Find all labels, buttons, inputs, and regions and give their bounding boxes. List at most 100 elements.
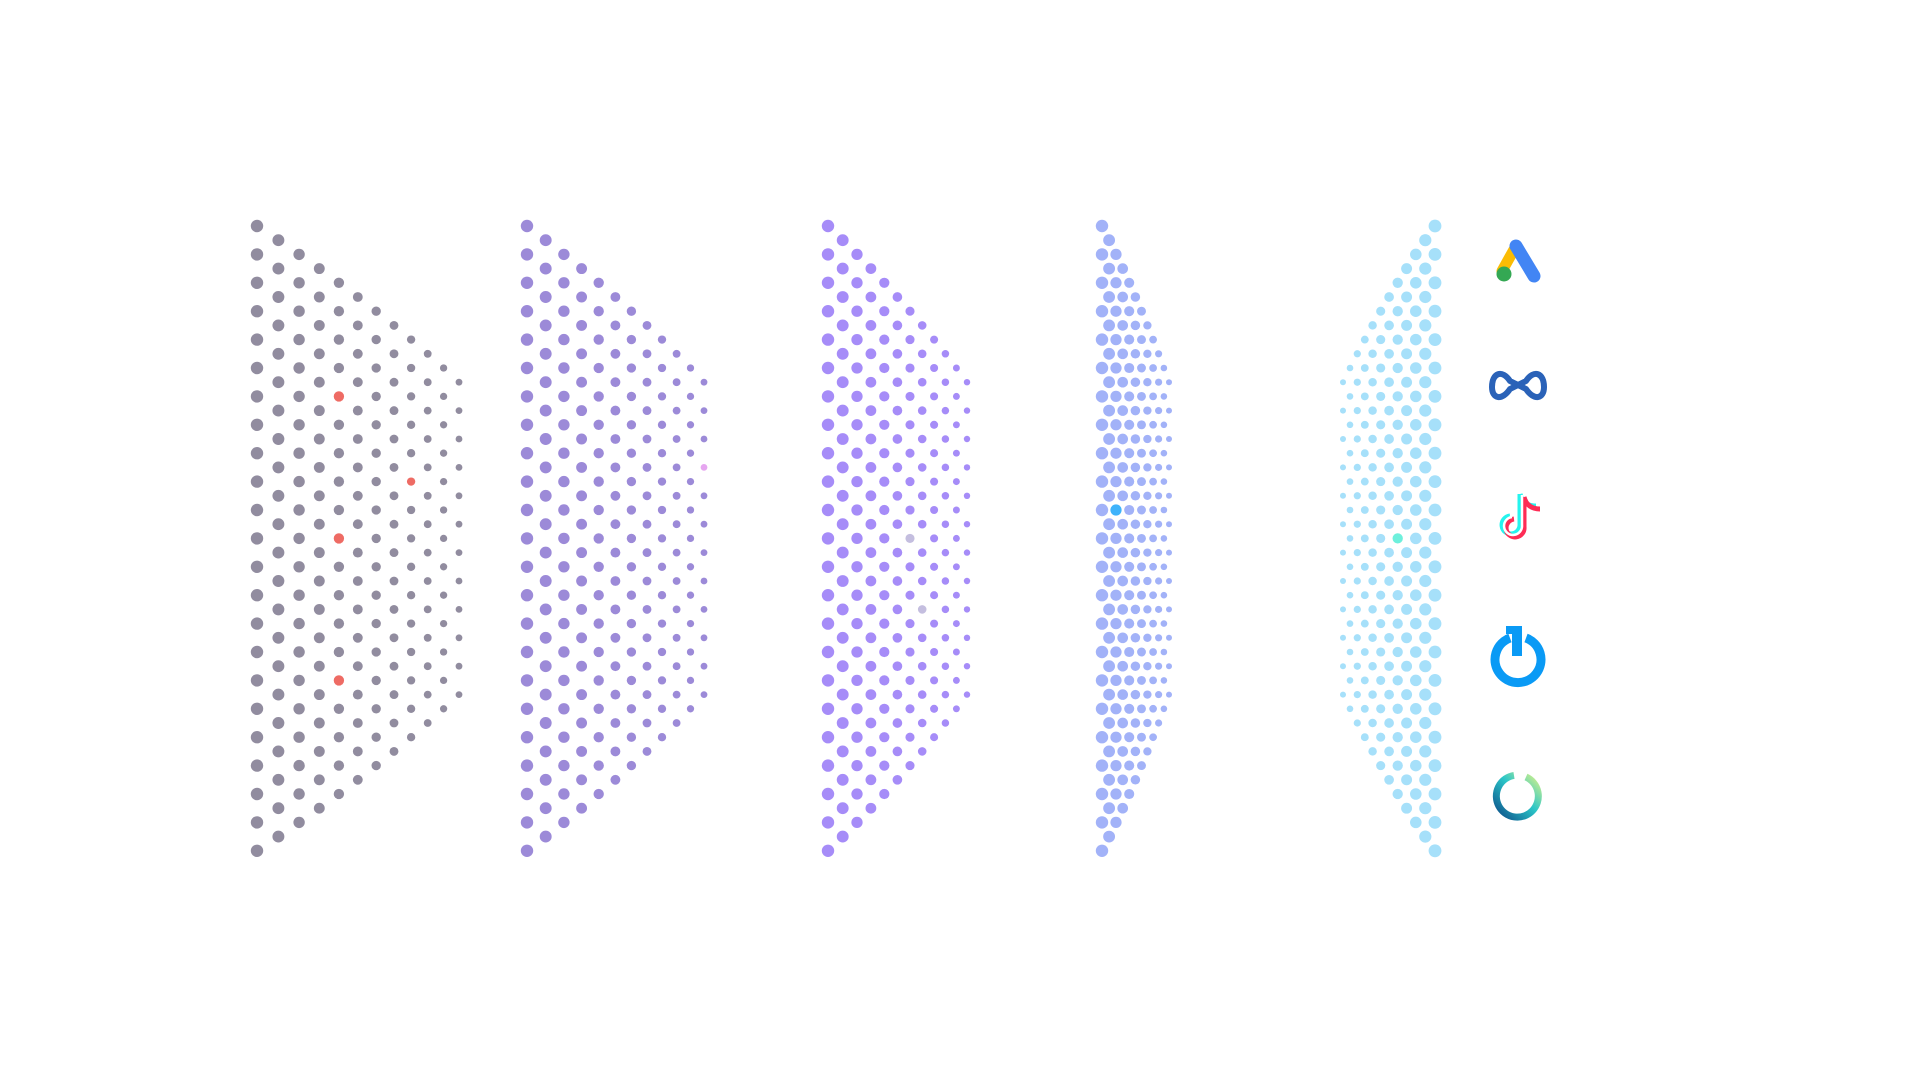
dot [610,689,621,700]
dot [879,732,890,743]
dot [593,788,604,800]
dot [1360,364,1369,372]
dot [865,632,877,644]
dot [1166,663,1172,670]
dot [371,476,381,487]
dot [439,619,448,628]
dot [1419,347,1432,360]
dot [1149,420,1157,429]
dot [1410,305,1422,317]
dot [558,759,570,772]
dot [1401,263,1413,275]
dot [1137,477,1146,487]
dot [520,731,534,744]
dot [1368,747,1377,756]
dot [1124,476,1135,487]
dot [930,335,939,344]
dot [1095,589,1109,602]
dot [941,378,950,386]
dot [1117,660,1129,672]
google-ads-icon [1496,239,1541,283]
dot [1124,646,1135,658]
dot [1130,661,1141,671]
dot [272,262,285,275]
dot [917,548,927,557]
dot [1353,406,1361,415]
dot [626,306,637,316]
meta-icon [1489,370,1547,400]
dot [1392,476,1403,487]
dot [963,549,971,556]
dot [593,391,604,402]
dot [1392,391,1403,402]
dot [250,589,264,602]
dot [879,448,890,459]
dot [610,348,621,359]
dot [272,688,285,701]
dot [352,604,363,615]
dot [333,476,345,487]
dot [1428,844,1442,858]
dot [313,291,325,303]
dot [610,774,621,785]
dot [700,407,708,414]
dot [1130,576,1141,586]
dot [593,334,604,345]
dot [352,746,363,757]
dot [930,392,939,401]
dot [1124,788,1135,800]
dot [455,606,463,613]
dot [1155,549,1163,557]
dot [672,577,681,585]
dot [642,406,652,416]
dot [576,433,588,445]
dot [558,277,570,289]
dot [1368,633,1377,643]
dot [1392,618,1403,629]
dot [642,320,652,330]
dot [1360,619,1369,628]
dot [1376,562,1386,572]
dot [1155,634,1163,642]
dot [1124,732,1135,743]
dot [700,492,708,500]
dot [941,690,950,699]
dot [930,619,939,628]
dot [610,405,621,416]
dot [657,647,667,657]
dot [865,746,877,757]
dot [1401,405,1413,417]
dot [389,349,399,359]
dot [1143,321,1152,330]
dot [439,591,448,599]
dot [333,646,345,658]
dot [293,759,305,772]
dot [865,320,877,331]
dot [1368,605,1377,614]
dot [593,476,604,487]
dot [836,347,849,360]
dot [250,447,264,460]
dot [352,632,363,643]
dot [865,802,877,814]
dot [1124,419,1135,430]
dot [905,619,915,629]
dot [905,647,915,657]
dot [272,802,285,815]
dot [1428,816,1442,829]
dot [941,350,950,358]
dot [941,463,950,472]
dot [576,405,588,417]
dot [1103,575,1116,587]
dot [539,319,552,332]
dot [1392,362,1403,374]
dot [610,746,621,757]
dot [293,248,305,261]
dot [1419,716,1432,730]
dot [851,419,863,431]
dot [406,335,416,344]
dot [250,731,264,744]
dot [952,478,960,486]
dot [520,503,534,517]
dot [1340,634,1346,641]
